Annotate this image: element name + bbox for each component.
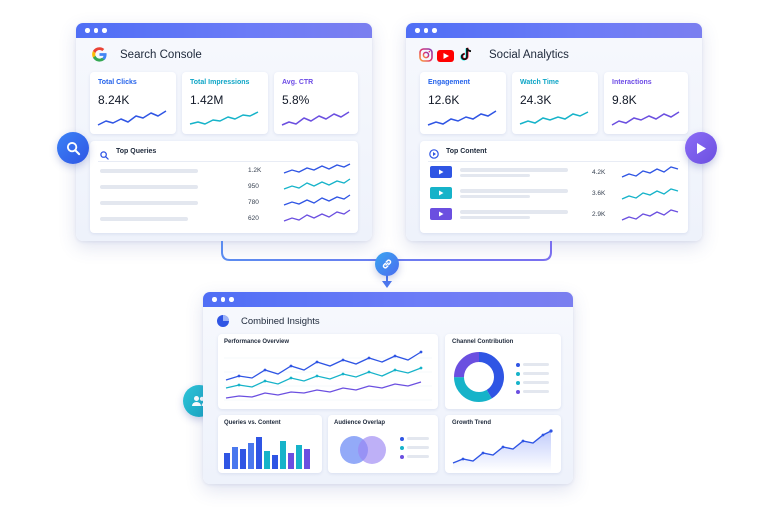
kpi-sparkline (519, 111, 589, 125)
content-value: 2.9K (592, 211, 606, 218)
search-console-body: Search Console Total Clicks 8.24K Total … (76, 38, 372, 241)
search-console-window: Search Console Total Clicks 8.24K Total … (76, 23, 372, 241)
query-placeholder (100, 185, 198, 189)
search-icon (100, 147, 109, 165)
window-controls (85, 28, 107, 33)
top-queries-title: Top Queries (116, 148, 157, 155)
kpi-label: Interactions (612, 79, 652, 86)
kpi-value: 5.8% (282, 93, 310, 107)
content-placeholder (460, 174, 530, 177)
query-value: 620 (248, 215, 259, 222)
window-controls (415, 28, 437, 33)
query-placeholder (100, 217, 188, 221)
combined-insights-title: Combined Insights (241, 316, 320, 327)
queries-vs-content-card[interactable]: Queries vs. Content (218, 415, 322, 473)
kpi-sparkline (97, 110, 167, 126)
video-thumbnail-icon (430, 166, 452, 178)
content-sparklines (621, 166, 679, 221)
combined-insights-window: Combined Insights Performance Overview C… (203, 292, 573, 484)
kpi-label: Total Impressions (190, 79, 250, 86)
divider (98, 161, 350, 162)
channel-contribution-title: Channel Contribution (452, 339, 514, 345)
top-content-card: Top Content 4.2K 3.6K (420, 141, 688, 233)
combined-insights-body: Combined Insights Performance Overview C… (203, 307, 573, 484)
kpi-card-avg-ctr[interactable]: Avg. CTR 5.8% (274, 72, 358, 134)
channel-donut (454, 352, 504, 402)
kpi-label: Avg. CTR (282, 79, 314, 86)
divider (428, 161, 680, 162)
video-thumbnail-icon (430, 187, 452, 199)
kpi-label: Watch Time (520, 79, 559, 86)
query-value: 1.2K (248, 167, 262, 174)
kpi-value: 24.3K (520, 93, 552, 107)
content-placeholder (460, 168, 568, 172)
social-analytics-body: Social Analytics Engagement 12.6K Watch … (406, 38, 702, 241)
top-queries-card: Top Queries 1.2K 950 780 620 (90, 141, 358, 233)
kpi-value: 1.42M (190, 93, 224, 107)
content-placeholder (460, 195, 530, 198)
performance-overview-card[interactable]: Performance Overview (218, 334, 438, 409)
pie-chart-icon (216, 314, 230, 333)
performance-overview-title: Performance Overview (224, 339, 290, 345)
kpi-sparkline (281, 111, 350, 126)
link-icon[interactable] (375, 252, 399, 276)
performance-lines (224, 350, 432, 401)
growth-trend-title: Growth Trend (452, 420, 491, 426)
audience-overlap-title: Audience Overlap (334, 420, 386, 426)
video-thumbnail-icon (430, 208, 452, 220)
kpi-value: 9.8K (612, 93, 637, 107)
query-value: 950 (248, 183, 259, 190)
query-placeholder (100, 169, 198, 173)
query-sparklines (283, 163, 351, 222)
kpi-card-total-clicks[interactable]: Total Clicks 8.24K (90, 72, 176, 134)
window-title-bar (76, 23, 372, 38)
query-placeholder (100, 201, 198, 205)
kpi-card-total-impressions[interactable]: Total Impressions 1.42M (182, 72, 268, 134)
queries-vs-content-title: Queries vs. Content (224, 420, 281, 426)
query-value: 780 (248, 199, 259, 206)
growth-trend-line (452, 429, 553, 471)
kpi-sparkline (611, 111, 680, 126)
queries-vs-content-bars (224, 437, 310, 469)
audience-venn (340, 436, 386, 464)
top-content-title: Top Content (446, 148, 487, 155)
window-title-bar (203, 292, 573, 307)
search-console-title: Search Console (120, 49, 202, 61)
kpi-label: Total Clicks (98, 79, 137, 86)
growth-trend-card[interactable]: Growth Trend (445, 415, 561, 473)
instagram-icon (419, 48, 433, 67)
kpi-card-engagement[interactable]: Engagement 12.6K (420, 72, 506, 134)
content-placeholder (460, 216, 530, 219)
play-circle-icon (429, 146, 439, 164)
kpi-card-interactions[interactable]: Interactions 9.8K (604, 72, 688, 134)
content-value: 3.6K (592, 190, 606, 197)
content-value: 4.2K (592, 169, 606, 176)
window-title-bar (406, 23, 702, 38)
play-circle-button-icon[interactable] (685, 132, 717, 164)
kpi-label: Engagement (428, 79, 471, 86)
channel-contribution-card[interactable]: Channel Contribution (445, 334, 561, 409)
kpi-card-watch-time[interactable]: Watch Time 24.3K (512, 72, 598, 134)
tiktok-icon (459, 47, 473, 67)
kpi-value: 8.24K (98, 93, 130, 107)
window-controls (212, 297, 234, 302)
kpi-value: 12.6K (428, 93, 460, 107)
kpi-sparkline (189, 111, 259, 125)
search-circle-icon[interactable] (57, 132, 89, 164)
content-placeholder (460, 210, 568, 214)
google-logo-icon (91, 46, 108, 68)
social-analytics-window: Social Analytics Engagement 12.6K Watch … (406, 23, 702, 241)
content-placeholder (460, 189, 568, 193)
social-analytics-title: Social Analytics (489, 49, 569, 61)
audience-overlap-card[interactable]: Audience Overlap (328, 415, 438, 473)
kpi-sparkline (427, 110, 497, 126)
youtube-icon (437, 49, 454, 67)
